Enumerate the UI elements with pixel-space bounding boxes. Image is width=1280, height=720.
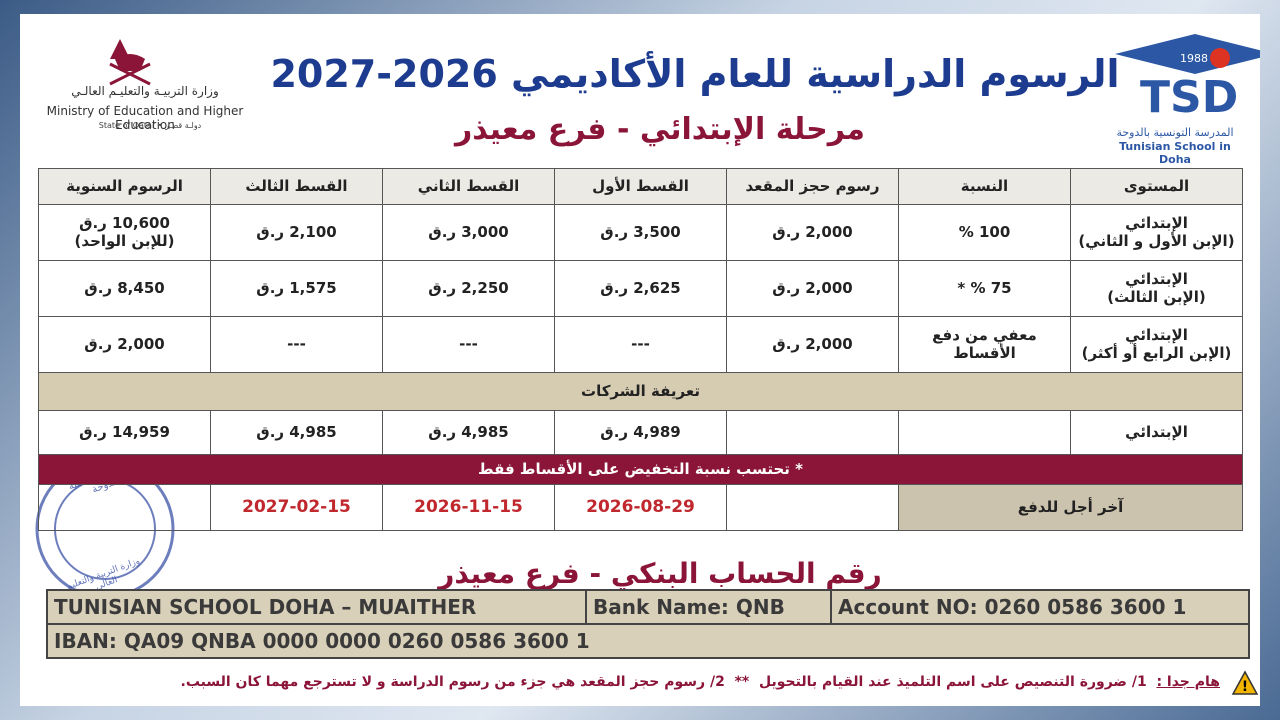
deadline-date: 2026-11-15 [382, 484, 555, 531]
column-header: رسوم حجز المقعد [726, 168, 899, 205]
cell: 3,500 ر.ق [554, 204, 727, 261]
important: هام جدا : [1156, 674, 1220, 690]
school-abbr: TSD [1140, 72, 1239, 123]
cell: 4,985 ر.ق [382, 410, 555, 455]
ministry-en: Ministry of Education and Higher Educati… [46, 104, 244, 132]
school-ar: المدرسة التونسية بالدوحة [1116, 126, 1234, 139]
footer-notes: 1/ ضرورة التنصيص على اسم التلميذ عند الق… [180, 674, 1147, 690]
column-header: القسط الثالث [210, 168, 383, 205]
cell: 4,989 ر.ق [554, 410, 727, 455]
school-en: Tunisian School in Doha [1119, 140, 1231, 166]
warning-icon: ! [1231, 670, 1259, 695]
cell: الإبتدائي [1070, 410, 1243, 455]
row-row: الإبتدائي (الإبن الأول و الثاني) 100 % 2,0… [38, 204, 1243, 261]
cell: 2,625 ر.ق [554, 260, 727, 317]
cell: --- [210, 316, 383, 373]
state: State of Qatar • دولـة قطـر [98, 121, 202, 130]
cell: 2,000 ر.ق [726, 316, 899, 373]
deadline-date: 2026-08-29 [554, 484, 727, 531]
column-header: المستوى [1070, 168, 1243, 205]
cell: 75 % * [898, 260, 1071, 317]
cell: 100 % [898, 204, 1071, 261]
fees-table: المستوى النسبة رسوم حجز المقعد القسط الأول ا… [38, 168, 1243, 531]
cell: 4,985 ر.ق [210, 410, 383, 455]
head-row: المستوى النسبة رسوم حجز المقعد القسط الأول ا… [38, 168, 1243, 205]
cell: معفي من دفع الأقساط [898, 316, 1071, 373]
column-header: القسط الأول [554, 168, 727, 205]
cell: 2,000 ر.ق [726, 260, 899, 317]
empty-cell [726, 484, 899, 531]
cell: الإبتدائي (الإبن الأول و الثاني) [1070, 204, 1243, 261]
bank-table: TUNISIAN SCHOOL DOHA – MUAITHER Bank Name… [46, 589, 1250, 659]
cell [726, 410, 899, 455]
cell: الإبتدائي (الإبن الثالث) [1070, 260, 1243, 317]
account-number: Account NO: 0260 0586 3600 1 [830, 589, 1250, 625]
cell: 3,000 ر.ق [382, 204, 555, 261]
cell: 1,575 ر.ق [210, 260, 383, 317]
section-title: تعريفة الشركات [38, 372, 1243, 411]
account-name: TUNISIAN SCHOOL DOHA – MUAITHER [46, 589, 587, 625]
cell [898, 410, 1071, 455]
cell: الإبتدائي (الإبن الرابع أو أكثر) [1070, 316, 1243, 373]
comp-row: الإبتدائي 4,989 ر.ق 4,985 ر.ق 4,985 ر.ق 14,9… [38, 410, 1243, 455]
footer: هام جدا : 1/ ضرورة التنصيص على اسم التلم… [48, 674, 1221, 690]
svg-text:!: ! [1242, 679, 1248, 695]
empty-cell [38, 484, 211, 531]
row-row: الإبتدائي (الإبن الثالث) 75 % * 2,000 ر.ق 2… [38, 260, 1243, 317]
sec-row: تعريفة الشركات [38, 372, 1243, 411]
subtitle: مرحلة الإبتدائي - فرع معيذر [454, 112, 866, 147]
cell: --- [382, 316, 555, 373]
column-header: النسبة [898, 168, 1071, 205]
cell: 14,959 ر.ق [38, 410, 211, 455]
cell: 10,600 ر.ق (للإبن الواحد) [38, 204, 211, 261]
title: الرسوم الدراسية للعام الأكاديمي 2026-202… [270, 52, 1120, 96]
ministry-ar: وزارة التربيـة والتعليـم العالـي [71, 84, 219, 98]
bank-name: Bank Name: QNB [585, 589, 832, 625]
dl-row: آخر أجل للدفع 2026-08-29 2026-11-15 2027-02… [38, 484, 1243, 531]
deadline-date: 2027-02-15 [210, 484, 383, 531]
cell: 2,000 ر.ق [38, 316, 211, 373]
cell: 2,250 ر.ق [382, 260, 555, 317]
school-logo [1115, 34, 1260, 74]
note-row: * تحتسب نسبة التخفيض على الأقساط فقط [38, 454, 1243, 485]
row-row: الإبتدائي (الإبن الرابع أو أكثر) معفي من … [38, 316, 1243, 373]
deadline-label: آخر أجل للدفع [898, 484, 1243, 531]
column-header: الرسوم السنوية [38, 168, 211, 205]
iban: IBAN: QA09 QNBA 0000 0000 0260 0586 3600… [46, 623, 1250, 659]
cell: 2,000 ر.ق [726, 204, 899, 261]
column-header: القسط الثاني [382, 168, 555, 205]
ministry-emblem [109, 39, 151, 86]
school-year: 1988 [1180, 52, 1208, 65]
cell: --- [554, 316, 727, 373]
cell: 8,450 ر.ق [38, 260, 211, 317]
cell: 2,100 ر.ق [210, 204, 383, 261]
bank-heading: رقم الحساب البنكي - فرع معيذر [438, 557, 882, 590]
note: * تحتسب نسبة التخفيض على الأقساط فقط [38, 454, 1243, 485]
